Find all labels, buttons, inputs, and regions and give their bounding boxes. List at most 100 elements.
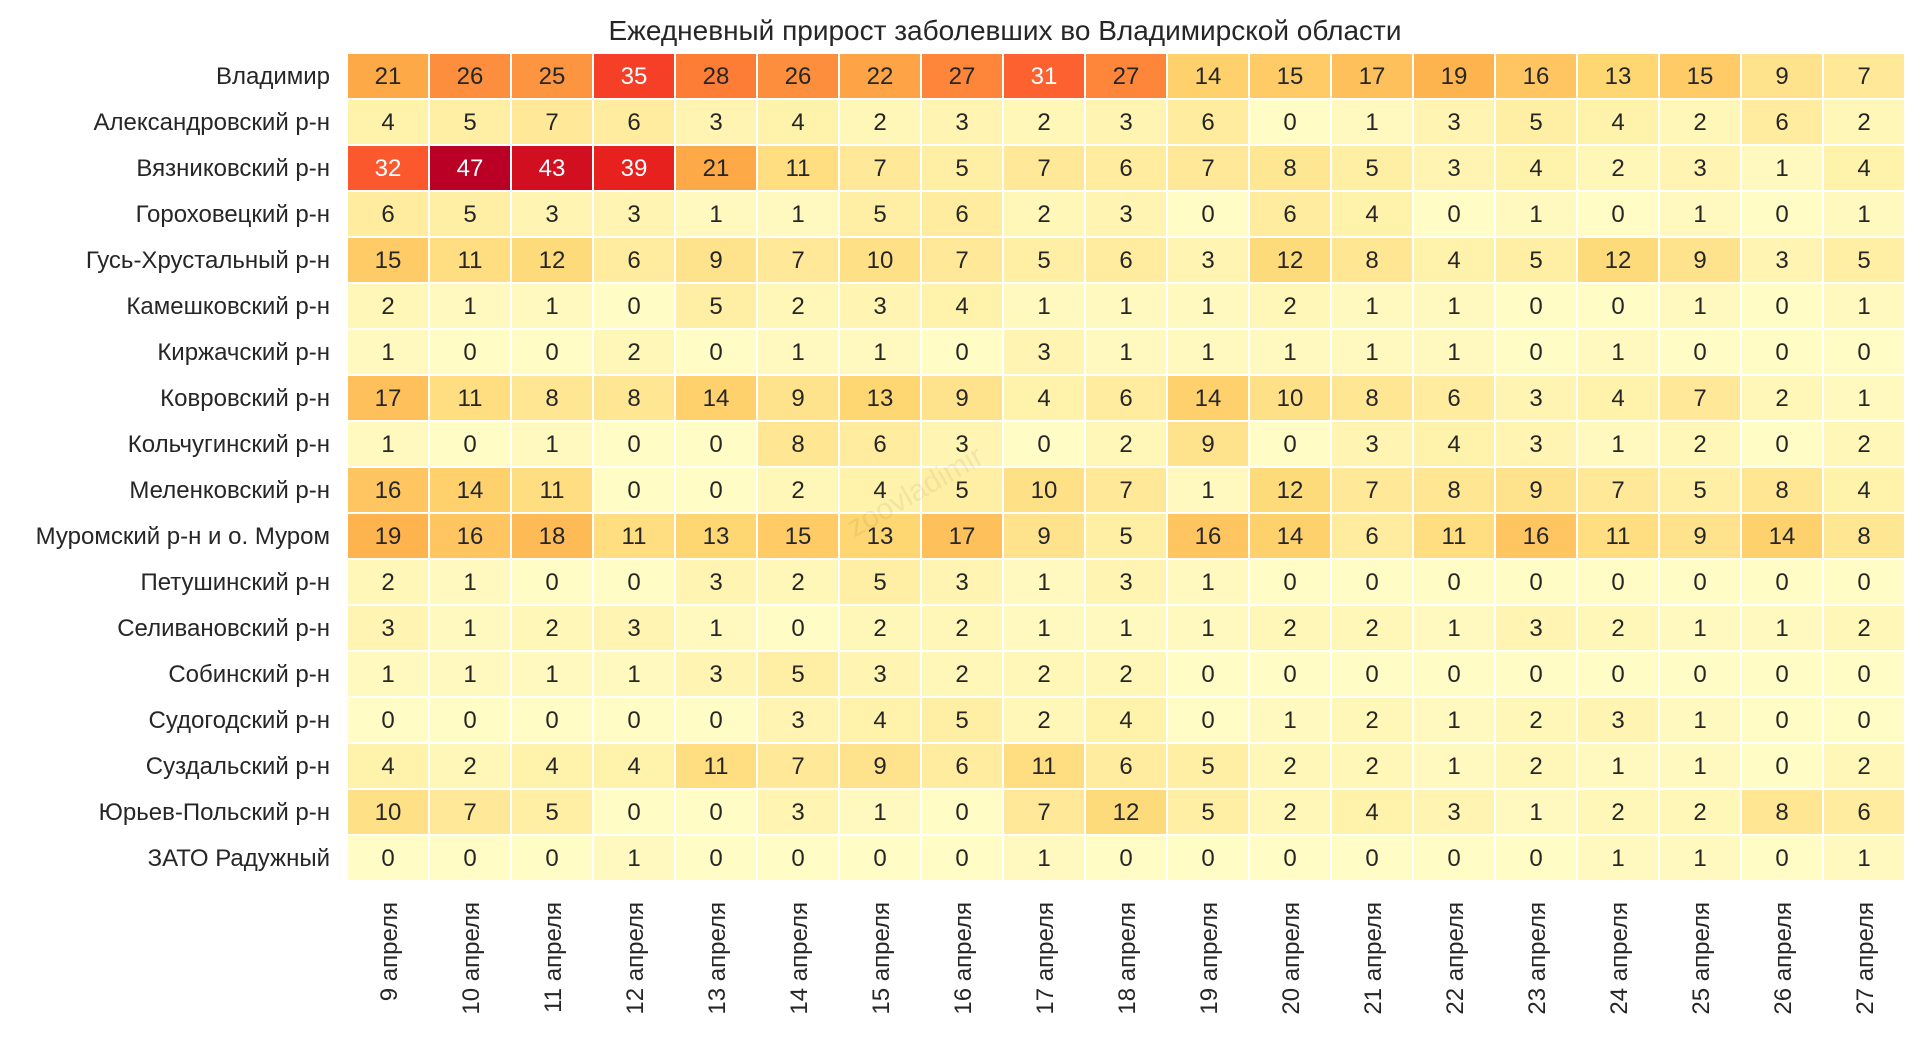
heatmap-cell [1496, 376, 1576, 420]
cell-value-label: 5 [463, 201, 476, 228]
cell-value-label: 10 [1031, 477, 1058, 504]
cell-value-label: 1 [1201, 477, 1214, 504]
heatmap-cell [1250, 192, 1330, 236]
heatmap-cell [1332, 330, 1412, 374]
cell-value-label: 1 [1365, 293, 1378, 320]
heatmap-cell [1742, 284, 1822, 328]
cell-value-label: 17 [375, 385, 402, 412]
cell-value-label: 12 [1277, 247, 1304, 274]
cell-value-label: 9 [955, 385, 968, 412]
row-tick-label: Судогодский р-н [148, 707, 330, 734]
cell-value-label: 9 [1693, 523, 1706, 550]
cell-value-label: 1 [545, 431, 558, 458]
heatmap-cell [1086, 422, 1166, 466]
cell-value-label: 6 [1283, 201, 1296, 228]
cell-value-label: 7 [791, 753, 804, 780]
cell-value-label: 13 [867, 385, 894, 412]
heatmap-cell [1496, 238, 1576, 282]
heatmap-cell [1824, 54, 1904, 98]
heatmap-cell [1496, 514, 1576, 558]
heatmap-cell [1414, 422, 1494, 466]
heatmap-cell [1742, 238, 1822, 282]
heatmap-cell [348, 284, 428, 328]
heatmap-cell [1578, 836, 1658, 880]
heatmap-cell [1086, 330, 1166, 374]
cell-value-label: 7 [1693, 385, 1706, 412]
cell-value-label: 10 [1277, 385, 1304, 412]
heatmap-cell [430, 422, 510, 466]
heatmap-cell [1578, 790, 1658, 834]
cell-value-label: 6 [1119, 753, 1132, 780]
heatmap-cell [1496, 146, 1576, 190]
cell-value-label: 1 [1693, 201, 1706, 228]
heatmap-cell [1168, 836, 1248, 880]
cell-value-label: 9 [1693, 247, 1706, 274]
heatmap-cell [1742, 422, 1822, 466]
cell-value-label: 14 [1277, 523, 1304, 550]
heatmap-cell [1332, 238, 1412, 282]
cell-value-label: 0 [1611, 201, 1624, 228]
cell-value-label: 1 [1447, 293, 1460, 320]
cell-value-label: 11 [622, 523, 647, 550]
cell-value-label: 0 [1775, 661, 1788, 688]
heatmap-cell [1578, 514, 1658, 558]
heatmap-cell [594, 468, 674, 512]
cell-value-label: 3 [1447, 799, 1460, 826]
heatmap-cell [1414, 192, 1494, 236]
heatmap-cell [1660, 192, 1740, 236]
cell-value-label: 1 [463, 615, 476, 642]
cell-value-label: 3 [381, 615, 394, 642]
heatmap-cell [840, 54, 920, 98]
cell-value-label: 16 [1523, 523, 1550, 550]
heatmap-cell [1332, 514, 1412, 558]
heatmap-cell [840, 468, 920, 512]
cell-value-label: 3 [1119, 109, 1132, 136]
heatmap-cell [1496, 192, 1576, 236]
heatmap-cell [758, 836, 838, 880]
cell-value-label: 9 [873, 753, 886, 780]
cell-value-label: 8 [1283, 155, 1296, 182]
heatmap-cell [1086, 790, 1166, 834]
cell-value-label: 0 [1529, 569, 1542, 596]
cell-value-label: 1 [1037, 293, 1050, 320]
cell-value-label: 3 [545, 201, 558, 228]
cell-value-label: 5 [791, 661, 804, 688]
cell-value-label: 8 [1775, 477, 1788, 504]
cell-value-label: 0 [1529, 339, 1542, 366]
heatmap-cell [1496, 422, 1576, 466]
heatmap-cell [1086, 744, 1166, 788]
heatmap-cell [922, 376, 1002, 420]
cell-value-label: 4 [381, 753, 394, 780]
cell-value-label: 0 [1529, 293, 1542, 320]
heatmap-cell [676, 790, 756, 834]
cell-value-label: 3 [791, 799, 804, 826]
heatmap-cell [1578, 606, 1658, 650]
heatmap-cell [1250, 54, 1330, 98]
cell-value-label: 8 [1365, 385, 1378, 412]
cell-value-label: 3 [627, 201, 640, 228]
cell-value-label: 2 [1283, 293, 1296, 320]
cell-value-label: 5 [1037, 247, 1050, 274]
cell-value-label: 2 [1611, 155, 1624, 182]
cell-value-label: 8 [1447, 477, 1460, 504]
cell-value-label: 9 [791, 385, 804, 412]
cell-value-label: 7 [545, 109, 558, 136]
cell-value-label: 4 [1611, 385, 1624, 412]
cell-value-label: 1 [1529, 201, 1542, 228]
cell-value-label: 1 [1857, 293, 1870, 320]
cell-value-label: 1 [1775, 615, 1788, 642]
heatmap-cell [1578, 744, 1658, 788]
heatmap-cell [594, 284, 674, 328]
row-tick-label: Ковровский р-н [160, 385, 330, 412]
heatmap-cell [1168, 192, 1248, 236]
heatmap-cell [1168, 146, 1248, 190]
cell-value-label: 1 [1857, 845, 1870, 872]
heatmap-cell [840, 744, 920, 788]
heatmap-cell [1660, 330, 1740, 374]
heatmap-cell [840, 652, 920, 696]
heatmap-cell [1824, 560, 1904, 604]
heatmap-cell [1168, 238, 1248, 282]
heatmap-cell [1250, 422, 1330, 466]
cell-value-label: 2 [627, 339, 640, 366]
